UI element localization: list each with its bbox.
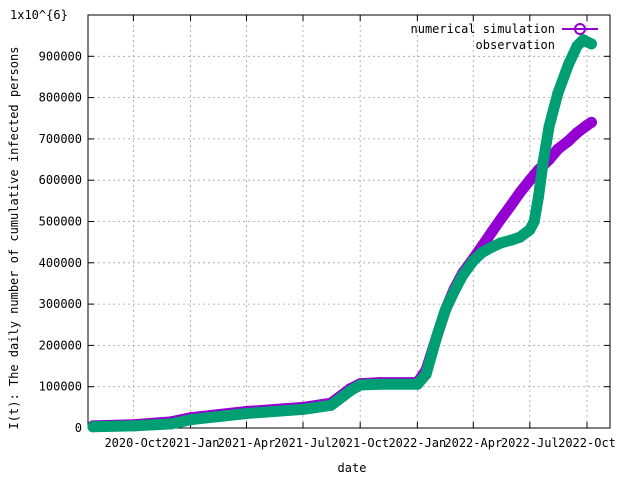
data-point [411, 378, 423, 390]
data-point [505, 199, 517, 211]
data-point [420, 368, 432, 380]
y-multiplier-label: 1x10^{6} [10, 8, 68, 22]
data-point [344, 385, 356, 397]
x-tick-label: 2022-Jul [501, 436, 559, 450]
data-point [552, 143, 564, 155]
y-tick-label: 500000 [39, 215, 82, 229]
data-point [537, 158, 549, 170]
series-observation [87, 34, 597, 433]
data-point [585, 38, 597, 50]
data-point [486, 226, 498, 238]
y-axis-title: I(t): The daily number of cumulative inf… [7, 47, 21, 430]
legend-label-simulation: numerical simulation [411, 22, 556, 36]
grid [88, 15, 610, 428]
x-tick-label: 2021-Oct [331, 436, 389, 450]
data-point [562, 135, 574, 147]
x-axis-title: date [338, 461, 367, 475]
data-point [514, 187, 526, 199]
data-point [533, 191, 544, 203]
data-point [325, 399, 337, 411]
data-point [514, 231, 526, 243]
y-tick-label: 800000 [39, 91, 82, 105]
data-point [585, 116, 597, 128]
x-tick-label: 2022-Jan [388, 436, 446, 450]
data-point [457, 269, 469, 281]
y-tick-label: 200000 [39, 338, 82, 352]
y-tick-label: 300000 [39, 297, 82, 311]
x-tick-label: 2020-Oct [104, 436, 162, 450]
y-tick-label: 100000 [39, 380, 82, 394]
data-point [543, 121, 555, 132]
legend-marker-simulation [574, 23, 586, 35]
data-point [127, 420, 139, 432]
data-point [495, 213, 507, 225]
legend: numerical simulation observation [411, 22, 598, 52]
y-tick-label: 600000 [39, 173, 82, 187]
data-point [571, 127, 583, 139]
data-point [354, 379, 366, 391]
data-point [448, 286, 460, 298]
x-tick-label: 2021-Jul [274, 436, 332, 450]
data-point [524, 224, 536, 236]
series-band [87, 116, 597, 432]
data-point [505, 234, 517, 246]
x-tick-label: 2022-Oct [558, 436, 616, 450]
data-point [439, 304, 451, 316]
y-tick-label: 700000 [39, 132, 82, 146]
y-tick-label: 900000 [39, 49, 82, 63]
data-point [297, 403, 309, 415]
data-point [476, 247, 488, 258]
data-point [562, 59, 574, 71]
x-tick-label: 2021-Jan [162, 436, 220, 450]
series-simulation [87, 116, 597, 432]
data-point [528, 216, 540, 227]
data-point [185, 414, 196, 426]
data-point [431, 331, 443, 343]
data-point [486, 241, 498, 253]
data-point [373, 378, 385, 390]
legend-label-observation: observation [476, 38, 555, 52]
data-point [241, 408, 252, 419]
data-point [495, 237, 507, 249]
y-tick-label: 0 [75, 421, 82, 435]
y-axis: 0 100000 200000 300000 400000 500000 600000 700… [39, 49, 610, 435]
data-point [87, 421, 99, 433]
y-tick-label: 400000 [39, 256, 82, 270]
data-point [467, 255, 479, 267]
data-point [165, 418, 177, 430]
series-layer [87, 34, 597, 433]
data-point [524, 174, 536, 186]
x-tick-label: 2022-Apr [444, 436, 502, 450]
data-point [552, 88, 564, 99]
x-tick-label: 2021-Apr [218, 436, 276, 450]
